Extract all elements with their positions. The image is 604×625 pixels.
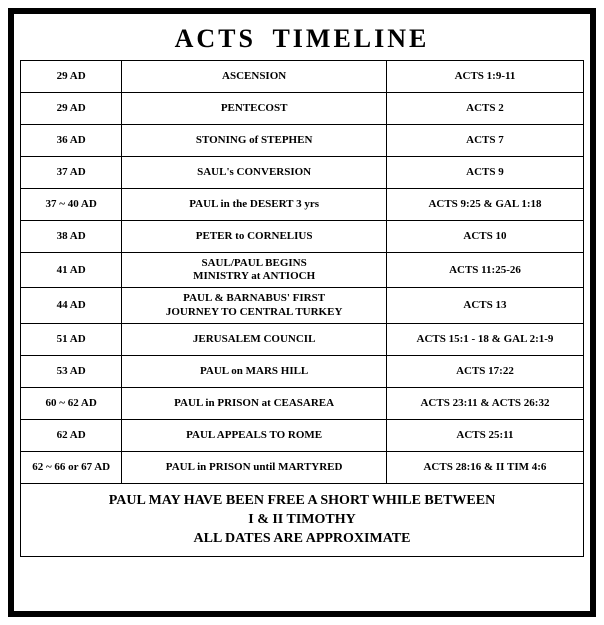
date-cell: 51 AD xyxy=(21,323,122,355)
footer-line-2: I & II TIMOTHY xyxy=(248,512,355,527)
event-cell: PAUL on MARS HILL xyxy=(122,355,387,387)
reference-cell: ACTS 23:11 & ACTS 26:32 xyxy=(386,387,583,419)
event-cell: ASCENSION xyxy=(122,61,387,93)
reference-cell: ACTS 25:11 xyxy=(386,419,583,451)
table-row: 38 ADPETER to CORNELIUSACTS 10 xyxy=(21,221,584,253)
date-cell: 62 ~ 66 or 67 AD xyxy=(21,451,122,483)
reference-cell: ACTS 15:1 - 18 & GAL 2:1-9 xyxy=(386,323,583,355)
date-cell: 37 AD xyxy=(21,157,122,189)
date-cell: 38 AD xyxy=(21,221,122,253)
reference-cell: ACTS 2 xyxy=(386,93,583,125)
date-cell: 44 AD xyxy=(21,288,122,323)
timeline-frame: ACTS TIMELINE 29 ADASCENSIONACTS 1:9-112… xyxy=(8,8,596,617)
table-row: 37 ~ 40 ADPAUL in the DESERT 3 yrsACTS 9… xyxy=(21,189,584,221)
timeline-table: 29 ADASCENSIONACTS 1:9-1129 ADPENTECOSTA… xyxy=(20,60,584,557)
reference-cell: ACTS 13 xyxy=(386,288,583,323)
title-word-acts: ACTS xyxy=(175,24,256,53)
footer-row: PAUL MAY HAVE BEEN FREE A SHORT WHILE BE… xyxy=(21,483,584,557)
reference-cell: ACTS 7 xyxy=(386,125,583,157)
table-row: 53 ADPAUL on MARS HILLACTS 17:22 xyxy=(21,355,584,387)
date-cell: 41 AD xyxy=(21,253,122,288)
event-cell: PAUL in PRISON until MARTYRED xyxy=(122,451,387,483)
event-cell: PAUL in PRISON at CEASAREA xyxy=(122,387,387,419)
footer-note: PAUL MAY HAVE BEEN FREE A SHORT WHILE BE… xyxy=(21,483,584,557)
table-row: 29 ADASCENSIONACTS 1:9-11 xyxy=(21,61,584,93)
event-cell: SAUL/PAUL BEGINSMINISTRY at ANTIOCH xyxy=(122,253,387,288)
date-cell: 37 ~ 40 AD xyxy=(21,189,122,221)
date-cell: 29 AD xyxy=(21,61,122,93)
event-cell: PETER to CORNELIUS xyxy=(122,221,387,253)
event-cell: JERUSALEM COUNCIL xyxy=(122,323,387,355)
reference-cell: ACTS 11:25-26 xyxy=(386,253,583,288)
table-row: 62 ADPAUL APPEALS TO ROMEACTS 25:11 xyxy=(21,419,584,451)
date-cell: 60 ~ 62 AD xyxy=(21,387,122,419)
reference-cell: ACTS 9:25 & GAL 1:18 xyxy=(386,189,583,221)
event-cell: PAUL & BARNABUS' FIRSTJOURNEY TO CENTRAL… xyxy=(122,288,387,323)
footer-line-3: ALL DATES ARE APPROXIMATE xyxy=(194,531,411,546)
table-row: 36 ADSTONING of STEPHENACTS 7 xyxy=(21,125,584,157)
title-word-timeline: TIMELINE xyxy=(272,24,429,53)
date-cell: 36 AD xyxy=(21,125,122,157)
date-cell: 62 AD xyxy=(21,419,122,451)
table-row: 44 ADPAUL & BARNABUS' FIRSTJOURNEY TO CE… xyxy=(21,288,584,323)
event-cell: SAUL's CONVERSION xyxy=(122,157,387,189)
table-row: 60 ~ 62 ADPAUL in PRISON at CEASAREAACTS… xyxy=(21,387,584,419)
reference-cell: ACTS 17:22 xyxy=(386,355,583,387)
page-title: ACTS TIMELINE xyxy=(20,24,584,54)
reference-cell: ACTS 28:16 & II TIM 4:6 xyxy=(386,451,583,483)
reference-cell: ACTS 9 xyxy=(386,157,583,189)
date-cell: 29 AD xyxy=(21,93,122,125)
event-cell: PAUL APPEALS TO ROME xyxy=(122,419,387,451)
table-row: 29 ADPENTECOSTACTS 2 xyxy=(21,93,584,125)
event-cell: STONING of STEPHEN xyxy=(122,125,387,157)
reference-cell: ACTS 1:9-11 xyxy=(386,61,583,93)
footer-line-1: PAUL MAY HAVE BEEN FREE A SHORT WHILE BE… xyxy=(109,493,495,508)
table-row: 37 ADSAUL's CONVERSIONACTS 9 xyxy=(21,157,584,189)
table-row: 41 ADSAUL/PAUL BEGINSMINISTRY at ANTIOCH… xyxy=(21,253,584,288)
event-cell: PAUL in the DESERT 3 yrs xyxy=(122,189,387,221)
event-cell: PENTECOST xyxy=(122,93,387,125)
date-cell: 53 AD xyxy=(21,355,122,387)
reference-cell: ACTS 10 xyxy=(386,221,583,253)
table-row: 51 ADJERUSALEM COUNCILACTS 15:1 - 18 & G… xyxy=(21,323,584,355)
table-row: 62 ~ 66 or 67 ADPAUL in PRISON until MAR… xyxy=(21,451,584,483)
